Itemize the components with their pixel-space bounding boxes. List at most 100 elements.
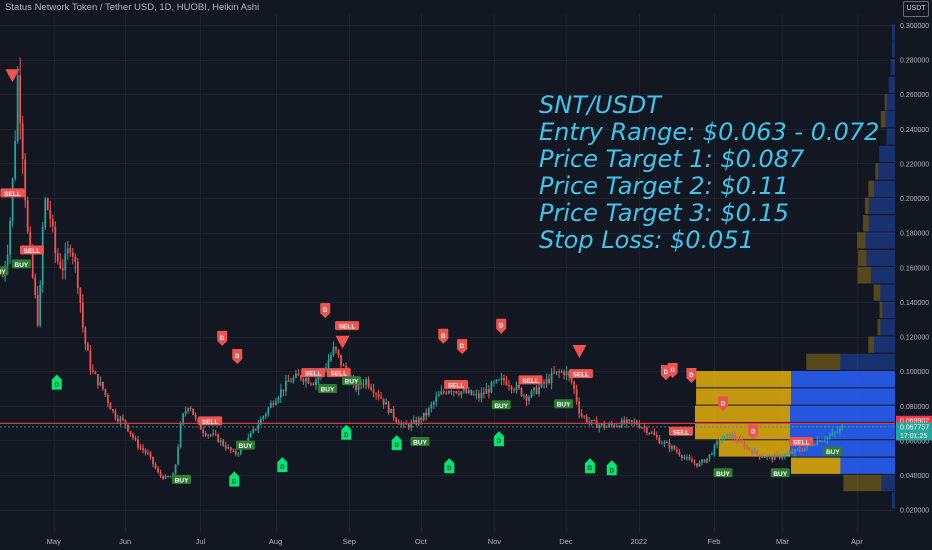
candle-body	[342, 365, 345, 367]
volume-profile-bar-down	[873, 284, 881, 301]
candle-body	[109, 402, 112, 410]
up-arrow-icon	[391, 435, 402, 451]
down-arrow-icon	[320, 303, 331, 319]
candle-body	[731, 434, 733, 439]
x-tick-label: Feb	[708, 537, 721, 546]
candle-body	[367, 379, 370, 387]
candle-body	[580, 413, 583, 417]
candle-body	[570, 375, 573, 382]
candle-body	[741, 439, 743, 443]
candle-body	[548, 378, 550, 384]
candle-body	[41, 227, 44, 285]
annotation-stop-loss: Stop Loss: $0.051	[539, 226, 754, 254]
candle-body	[76, 261, 79, 289]
up-arrow-letter: D	[55, 383, 60, 389]
candle-body	[518, 384, 520, 389]
y-tick-label: 0.180000	[900, 231, 929, 238]
candle-body	[508, 384, 510, 387]
volume-profile-bar-down	[695, 405, 790, 422]
candle-body	[257, 424, 260, 430]
candle-body	[658, 437, 661, 444]
candle-body	[89, 350, 92, 371]
down-arrow-icon	[686, 368, 697, 384]
candle-body	[831, 432, 834, 436]
candle-body	[192, 408, 195, 415]
candle-body	[686, 457, 688, 459]
volume-profile-bar-up	[840, 457, 895, 474]
x-axis-background	[0, 533, 932, 550]
candle-body	[758, 454, 761, 458]
candle-body	[219, 440, 222, 443]
candle-body	[360, 381, 362, 385]
candle-body	[778, 454, 781, 458]
candle-body	[728, 434, 731, 439]
buy-signal-badge	[342, 376, 362, 386]
candle-body	[49, 209, 52, 219]
candle-body	[182, 413, 185, 425]
candle-body	[337, 349, 340, 355]
up-arrow-icon	[606, 460, 617, 476]
candle-body	[455, 391, 458, 394]
candle-body	[114, 411, 117, 419]
candle-body	[217, 434, 220, 443]
sell-signal-badge	[19, 245, 44, 255]
candle-body	[142, 447, 144, 451]
candle-body	[598, 425, 601, 428]
candle-body	[603, 423, 606, 428]
candle-body	[204, 433, 207, 436]
candle-body	[783, 454, 786, 457]
volume-profile-bar-down	[695, 422, 790, 440]
countdown-text: 17:01:25	[900, 433, 927, 440]
signals: SELLSELLBUYBUYBUYSELLBUYSELLBUYSELLSELLB…	[0, 188, 843, 484]
down-arrow-letter: D	[689, 373, 694, 379]
candle-body	[29, 231, 32, 249]
volume-profile-bar-down	[868, 336, 874, 353]
candle-body	[623, 419, 626, 424]
candle-body	[340, 354, 342, 366]
y-tick-label: 0.120000	[900, 335, 929, 342]
price-label-box	[896, 422, 932, 441]
candle-body	[738, 439, 741, 442]
candle-body	[437, 394, 440, 397]
candle-body	[6, 254, 9, 266]
currency-badge[interactable]: USDT	[903, 1, 929, 17]
candle-body	[743, 442, 746, 448]
candle-body	[229, 447, 232, 451]
down-arrow-letter: D	[664, 370, 669, 376]
candle-body	[310, 383, 312, 385]
candle-body	[36, 295, 39, 326]
candle-body	[573, 381, 576, 389]
candle-body	[184, 411, 187, 414]
candle-body	[485, 389, 488, 394]
candle-body	[237, 453, 240, 455]
volume-profile-bar-up	[868, 197, 895, 214]
sell-signal-badge	[444, 380, 469, 390]
candle-body	[816, 440, 819, 445]
annotation-target-2: Price Target 2: $0.11	[539, 172, 790, 200]
volume-profile-bar-down	[863, 215, 869, 232]
sell-signal-label: SELL	[522, 378, 539, 385]
candle-body	[650, 432, 653, 434]
candle-body	[457, 393, 460, 395]
volume-profile-bar-up	[886, 94, 895, 111]
candle-body	[279, 389, 282, 398]
candle-body	[132, 434, 134, 438]
candle-body	[227, 447, 230, 449]
x-tick-label: Apr	[851, 537, 863, 546]
candle-body	[365, 379, 367, 385]
candle-body	[264, 413, 267, 417]
volume-profile-bar-up	[865, 232, 895, 249]
candle-body	[39, 284, 42, 326]
x-tick-label: Oct	[415, 537, 428, 546]
candle-body	[462, 388, 465, 392]
sell-signal-badge	[789, 437, 814, 447]
candle-body	[693, 462, 696, 464]
buy-signal-label: BUY	[175, 477, 189, 484]
down-arrow-icon	[232, 349, 243, 365]
up-arrow-icon	[444, 458, 455, 474]
candle-body	[515, 384, 518, 391]
y-tick-label: 0.160000	[900, 265, 929, 272]
volume-profile-bar-up	[890, 58, 895, 76]
volume-profile-bar-up	[891, 24, 895, 41]
